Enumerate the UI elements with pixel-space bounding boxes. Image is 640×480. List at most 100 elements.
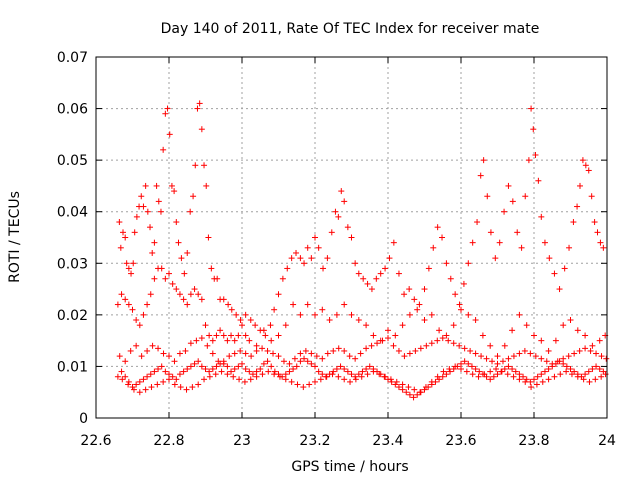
data-point (149, 342, 156, 349)
y-axis-label: ROTI / TECUs (7, 191, 23, 283)
data-point (259, 345, 266, 352)
data-point (458, 306, 464, 313)
data-point (532, 353, 539, 360)
data-point (246, 368, 253, 375)
y-tick-label: 0.02 (57, 308, 88, 324)
data-point (140, 203, 147, 210)
data-point (312, 363, 318, 370)
data-point (173, 286, 180, 293)
data-point (206, 332, 213, 339)
data-point (364, 371, 371, 378)
data-point (498, 368, 505, 375)
x-tick-label: 22.8 (153, 433, 184, 449)
data-point (551, 373, 558, 380)
data-point (596, 337, 603, 344)
data-point (489, 358, 496, 365)
data-point (162, 110, 169, 117)
x-axis-ticks: 22.6 22.8 23 23.2 23.4 23.6 23.8 24 (80, 57, 616, 449)
data-point (319, 306, 326, 313)
data-point (589, 342, 596, 349)
data-point (414, 391, 421, 398)
data-point (228, 306, 235, 313)
data-point (574, 327, 581, 334)
x-tick-label: 22.6 (80, 433, 111, 449)
data-point (308, 350, 315, 357)
data-point (344, 368, 351, 375)
data-point (565, 353, 572, 360)
data-point (456, 342, 463, 349)
data-point (379, 337, 386, 344)
data-point (118, 368, 125, 375)
data-point (538, 355, 545, 362)
data-point (411, 296, 418, 303)
data-point (140, 311, 147, 318)
data-point (116, 219, 123, 226)
data-point (472, 350, 479, 357)
data-point (253, 342, 260, 349)
data-point (516, 371, 523, 378)
data-point (190, 193, 197, 200)
data-point (275, 291, 282, 298)
data-point (393, 378, 400, 385)
data-point (370, 332, 377, 339)
data-point (297, 255, 304, 262)
data-point (294, 381, 301, 388)
data-point (406, 350, 413, 357)
data-point (168, 182, 175, 189)
data-point (162, 368, 169, 375)
data-point (194, 105, 201, 112)
data-point (582, 371, 589, 378)
data-point (406, 286, 413, 293)
data-point (487, 368, 494, 375)
data-point (390, 239, 397, 246)
data-point (182, 347, 189, 354)
data-point (494, 371, 501, 378)
data-point (597, 239, 604, 246)
data-point (460, 280, 467, 287)
data-point (189, 384, 196, 391)
data-point (205, 234, 212, 241)
data-point (231, 337, 238, 344)
data-point (166, 353, 172, 360)
x-tick-label: 23.8 (518, 433, 549, 449)
data-point (297, 311, 304, 318)
data-point (217, 327, 224, 334)
data-point (592, 376, 599, 383)
data-point (286, 360, 293, 367)
data-point (202, 322, 209, 329)
data-point (567, 317, 574, 324)
data-point (144, 208, 151, 215)
data-point (392, 381, 399, 388)
data-point (297, 358, 304, 365)
data-point (387, 376, 394, 383)
data-point (317, 376, 324, 383)
data-point (509, 198, 516, 205)
data-point (212, 371, 219, 378)
data-point (465, 360, 472, 367)
data-point (335, 345, 342, 352)
data-point (348, 234, 355, 241)
data-point (246, 337, 253, 344)
data-point (421, 286, 428, 293)
data-point (177, 384, 184, 391)
data-point (332, 208, 339, 215)
data-point (461, 345, 468, 352)
plot-frame (95, 56, 608, 419)
data-point (130, 386, 137, 393)
data-point (368, 342, 375, 349)
data-point (288, 255, 295, 262)
data-point (399, 386, 406, 393)
data-point (596, 366, 603, 373)
data-point (253, 373, 260, 380)
data-point (447, 275, 454, 282)
data-point (260, 360, 267, 367)
data-point (528, 384, 535, 391)
data-point (376, 371, 383, 378)
data-point (330, 347, 337, 354)
data-point (175, 239, 182, 246)
data-point (203, 182, 210, 189)
data-point (346, 353, 353, 360)
data-point (450, 322, 457, 329)
data-point (417, 345, 424, 352)
data-point (228, 332, 235, 339)
